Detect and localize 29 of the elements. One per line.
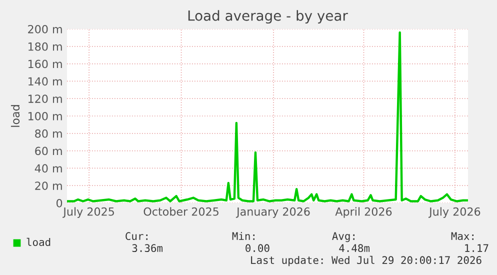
text: Last update: Wed Jul 29 20:00:17 2026: [251, 256, 482, 266]
y-tick-label: 20 m: [35, 182, 62, 190]
x-tick-label: January 2026: [236, 207, 310, 218]
text: 0.00: [246, 244, 270, 252]
y-tick-label: 120 m: [28, 94, 62, 103]
legend-label: load: [26, 238, 50, 246]
y-tick-label: 0: [56, 198, 62, 208]
y-tick-label: 100 m: [28, 112, 62, 120]
text: 1.17: [465, 244, 488, 252]
text: Cur:: [126, 232, 148, 240]
text: 3.36m: [132, 244, 163, 252]
x-tick-label: July 2026: [428, 207, 480, 218]
text: Avg:: [332, 232, 354, 242]
x-tick-label: April 2026: [335, 207, 392, 218]
text: Min:: [232, 232, 254, 240]
y-tick-label: 80 m: [35, 129, 62, 138]
y-axis-title: load: [10, 105, 20, 127]
x-tick-label: October 2025: [144, 207, 218, 216]
x-tick-label: July 2025: [62, 207, 114, 218]
y-tick-label: 180 m: [28, 42, 62, 51]
y-tick-label: 200 m: [28, 24, 62, 34]
chart-title: Load average - by year: [188, 10, 348, 24]
y-tick-label: 160 m: [28, 60, 62, 68]
text: Max:: [451, 232, 474, 240]
y-tick-label: 140 m: [28, 77, 62, 86]
line-series: [67, 31, 468, 202]
y-tick-label: 40 m: [34, 164, 62, 173]
y-tick-label: 60 m: [35, 146, 62, 156]
text: 4.48m: [339, 244, 370, 252]
